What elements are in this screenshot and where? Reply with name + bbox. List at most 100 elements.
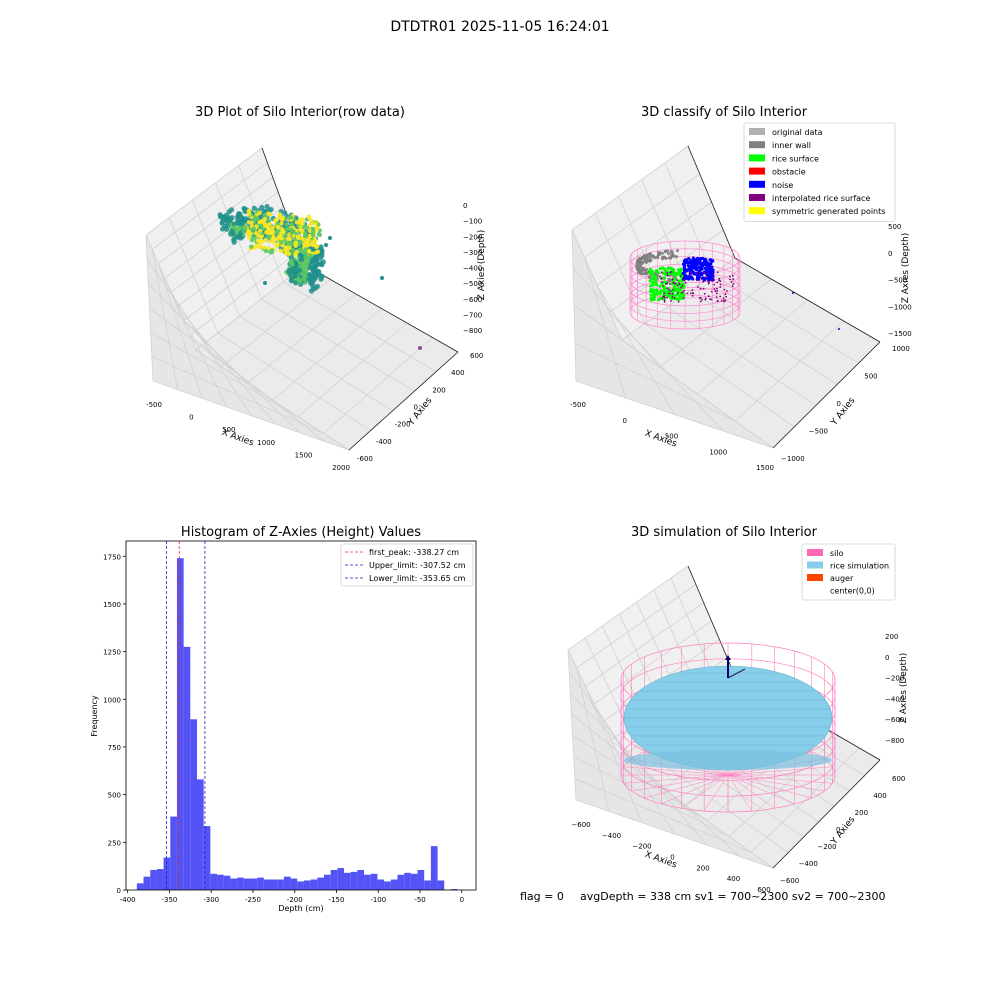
data-point	[267, 221, 272, 227]
interpolated-point	[663, 299, 666, 302]
data-point	[263, 281, 267, 285]
histogram-bar	[397, 874, 405, 890]
interpolated-point	[661, 298, 664, 300]
y-tick-label: 500	[864, 373, 877, 381]
z-tick-label: 200	[885, 633, 898, 641]
grid-line	[246, 293, 357, 384]
grid-line	[593, 620, 712, 705]
interpolated-point	[723, 300, 726, 303]
data-point	[235, 214, 241, 220]
grid-line	[596, 284, 675, 415]
rice-surface-point	[650, 270, 654, 274]
data-point	[281, 230, 286, 235]
x-tick-label: 1500	[756, 464, 774, 472]
inner-wall-point	[664, 250, 667, 254]
legend-label: noise	[772, 181, 793, 190]
y-tick-label: −400	[799, 860, 818, 868]
rice-surface-point	[658, 290, 663, 294]
inner-wall-point	[669, 256, 672, 260]
data-point	[249, 237, 255, 243]
interpolated-point	[726, 290, 728, 292]
z-tick-label: −800	[885, 737, 904, 745]
legend-label: interpolated rice surface	[772, 194, 870, 203]
y-tick-label: -400	[376, 438, 392, 446]
histogram-bar	[156, 869, 164, 890]
z-axis-line	[687, 145, 736, 259]
data-point	[251, 226, 257, 231]
silo-floor-spoke	[661, 774, 729, 805]
grid-line	[697, 299, 808, 395]
rice-surface-point	[649, 290, 653, 294]
interpolated-point	[712, 277, 715, 279]
grid-line	[576, 667, 610, 812]
data-point	[279, 221, 284, 226]
interpolated-point	[666, 296, 668, 299]
data-point	[303, 231, 308, 236]
inner-wall-point	[645, 253, 649, 257]
panel2-zlabel: Z Axies (Depth)	[901, 233, 911, 304]
interpolated-point	[677, 292, 679, 294]
pane-floor	[196, 265, 458, 450]
y-tick-label: −600	[780, 877, 799, 885]
interpolated-point	[688, 274, 691, 277]
interpolated-point	[681, 284, 684, 287]
inner-wall-point	[645, 261, 648, 264]
noise-point	[691, 277, 695, 281]
data-point	[315, 226, 320, 231]
rice-surface-point	[653, 294, 657, 298]
silo-floor-spoke	[681, 774, 729, 809]
interpolated-point	[724, 299, 727, 301]
interpolated-point	[672, 288, 675, 291]
interpolated-point	[665, 282, 667, 285]
histogram-bar	[237, 877, 244, 890]
x-axis-line	[772, 759, 881, 869]
data-point	[246, 235, 251, 240]
z-tick-label: −800	[463, 327, 482, 335]
histogram-bar	[290, 878, 298, 890]
interpolated-point	[669, 292, 671, 295]
x-tick-label: 0	[670, 854, 674, 862]
interpolated-point	[702, 287, 705, 290]
inner-wall-point	[638, 262, 641, 265]
legend-label: auger	[830, 574, 854, 583]
silo-floor-spoke	[727, 774, 825, 792]
noise-point	[699, 266, 703, 270]
inner-wall-point	[658, 275, 662, 279]
histogram-bar	[390, 879, 398, 890]
y-tick-label: 1750	[103, 553, 121, 561]
x-tick-label: 0	[623, 417, 627, 425]
inner-wall-point	[657, 252, 660, 256]
data-point	[298, 257, 304, 263]
grid-line	[145, 147, 263, 236]
grid-line	[567, 649, 577, 801]
data-point	[275, 242, 280, 247]
interpolated-point	[724, 293, 727, 296]
data-point	[233, 228, 240, 234]
data-point	[258, 219, 264, 224]
panel4-silo-simulation	[620, 642, 836, 813]
x-tick-label: 1500	[295, 451, 313, 459]
histogram-plot: -400 -350 -300 -250 -200 -150 -100 -50 0 0 250 500 7…	[103, 540, 477, 904]
data-point	[306, 272, 312, 278]
rice-surface-point	[679, 267, 684, 271]
z-tick-label: 0	[885, 654, 889, 662]
interpolated-point	[712, 273, 715, 276]
inner-wall-point	[667, 252, 671, 256]
rice-surface-point	[650, 276, 655, 280]
noise-point	[708, 266, 712, 270]
data-point	[262, 216, 267, 222]
data-point	[418, 346, 422, 350]
rice-surface-point	[666, 266, 670, 270]
z-tick-label: −500	[888, 277, 907, 285]
data-point	[307, 228, 313, 234]
x-tick-label: 1000	[257, 439, 275, 447]
silo-floor-spoke	[623, 766, 729, 776]
rice-surface-point	[648, 267, 652, 271]
y-tick-label: 750	[108, 744, 121, 752]
grid-line	[584, 685, 643, 823]
histogram-ylabel: Frequency	[90, 695, 99, 737]
interpolated-point	[666, 272, 669, 274]
rice-surface-point	[680, 296, 684, 300]
data-point	[220, 226, 226, 232]
